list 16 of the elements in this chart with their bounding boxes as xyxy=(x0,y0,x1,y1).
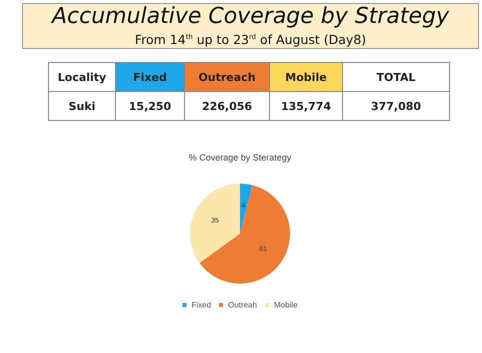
text: Suki xyxy=(48,92,116,120)
text: Accumulative Coverage by Strategy xyxy=(50,4,450,29)
category-label: Fixed xyxy=(116,62,184,92)
category-label: Mobile xyxy=(270,62,342,92)
text: 377,080 xyxy=(370,100,422,112)
data-label: 135,774 xyxy=(270,92,342,120)
legend-label: Fixed xyxy=(191,300,212,310)
text: Locality xyxy=(48,62,116,92)
category-label: Outreach xyxy=(184,62,270,92)
chart-title: % Coverage by Sterategy xyxy=(188,152,292,162)
legend-label: Mobile xyxy=(274,300,298,310)
data-label: 226,056 xyxy=(184,92,270,120)
legend-label: Outreah xyxy=(228,300,257,310)
text: TOTAL xyxy=(342,62,450,92)
data-label: 15,250 xyxy=(116,92,184,120)
text: From 14$^{th}$ up to 23$^{rd}$ of August (Day8) xyxy=(134,31,368,48)
